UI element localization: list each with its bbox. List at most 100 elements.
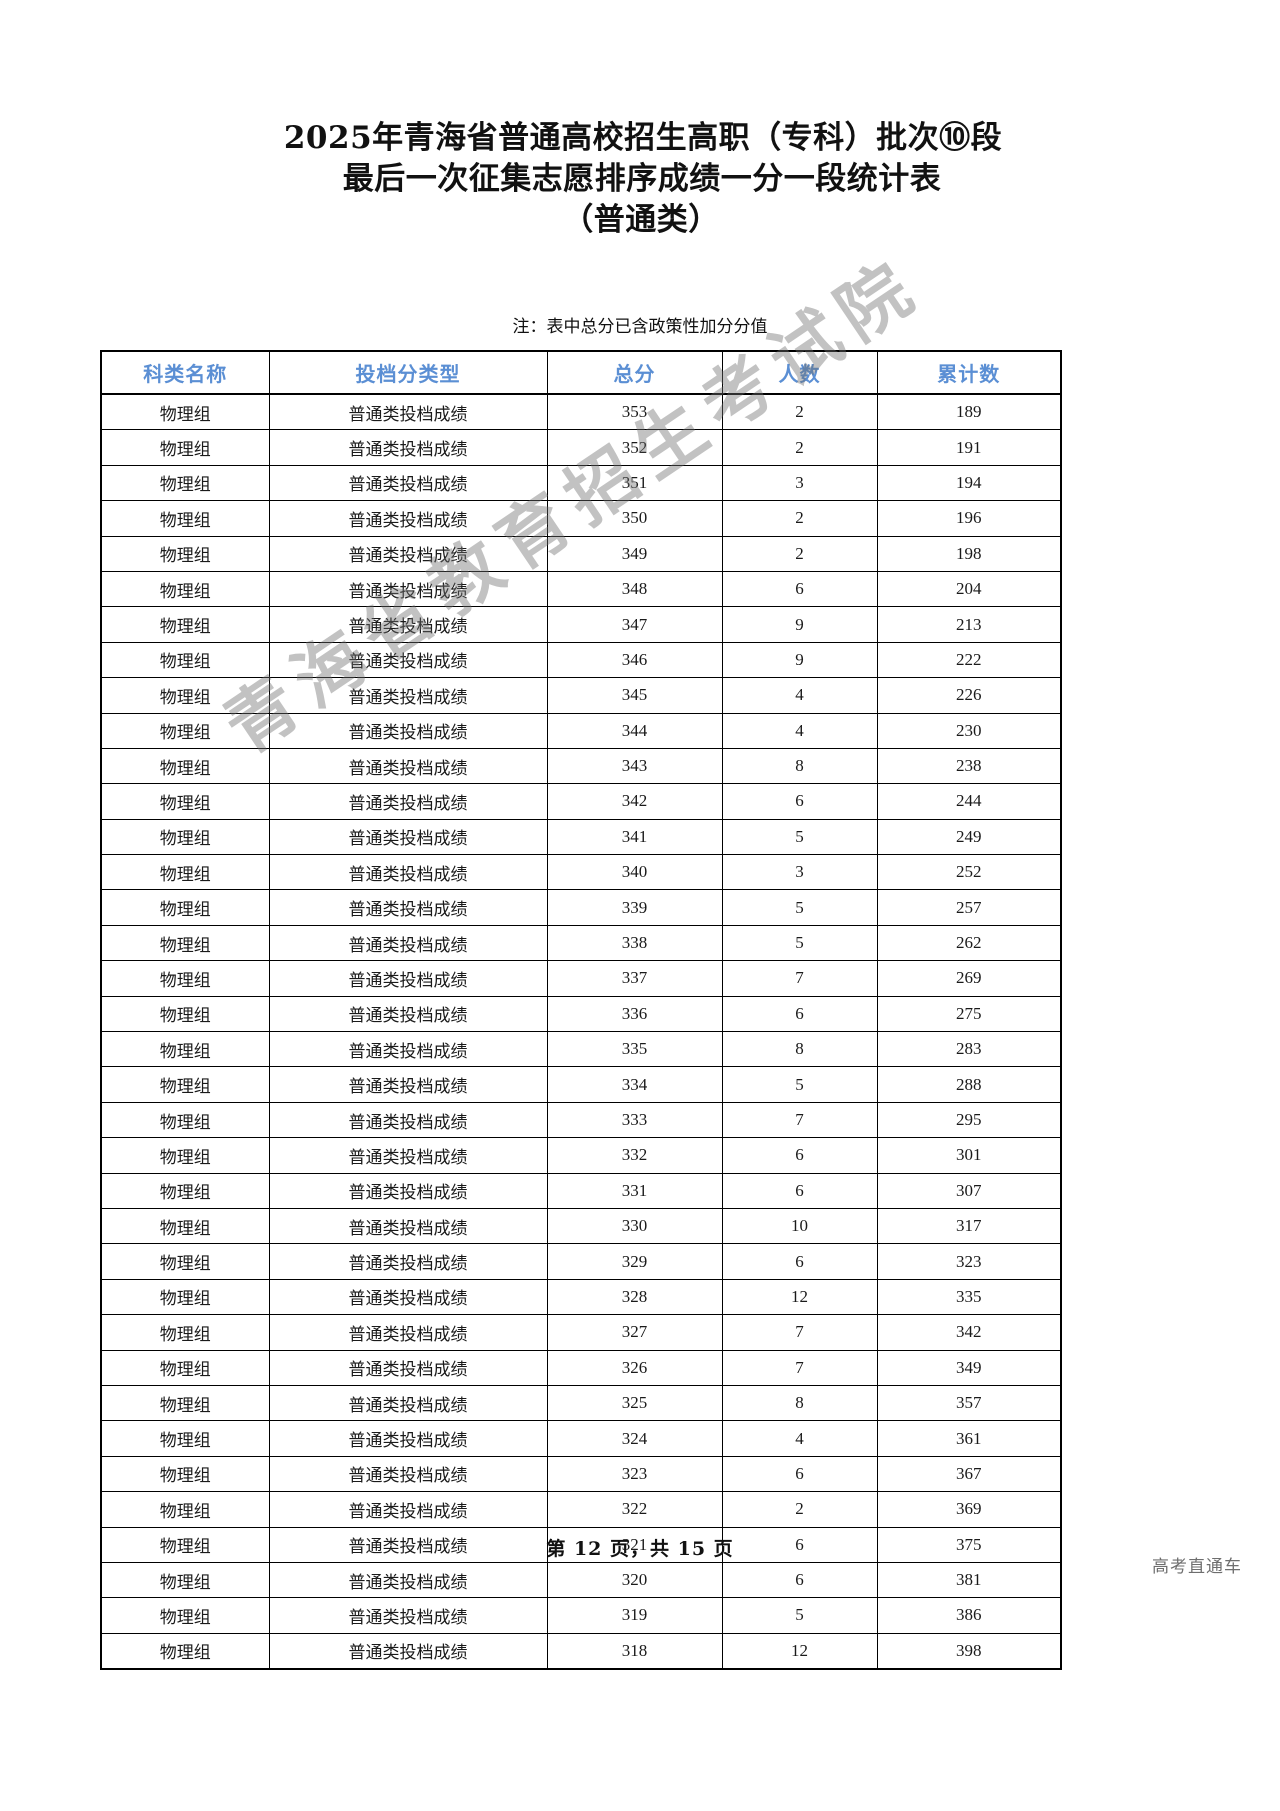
cell-cumulative: 204 <box>876 570 1062 608</box>
table-row: 物理组 普通类投档成绩 335 8 283 <box>100 1031 1062 1068</box>
cell-score-type: 普通类投档成绩 <box>268 570 548 608</box>
table-row: 物理组 普通类投档成绩 344 4 230 <box>100 712 1062 749</box>
cell-total-score: 332 <box>546 1137 723 1174</box>
cell-cumulative: 238 <box>876 747 1062 785</box>
cell-major: 物理组 <box>100 712 270 749</box>
cell-cumulative: 249 <box>876 818 1062 856</box>
column-header-major: 科类名称 <box>100 350 270 395</box>
table-row: 物理组 普通类投档成绩 323 6 367 <box>100 1455 1062 1493</box>
cell-count: 5 <box>721 889 878 926</box>
cell-score-type: 普通类投档成绩 <box>268 1561 548 1599</box>
table-header: 科类名称 投档分类型 总分 人数 累计数 <box>100 350 1062 395</box>
cell-cumulative: 230 <box>876 712 1062 749</box>
cell-count: 7 <box>721 1101 878 1139</box>
cell-cumulative: 213 <box>876 606 1062 643</box>
title-line-3: （普通类） <box>562 202 720 238</box>
column-header-cumulative: 累计数 <box>876 350 1062 395</box>
cell-major: 物理组 <box>100 1455 270 1493</box>
cell-score-type: 普通类投档成绩 <box>268 1491 548 1528</box>
cell-count: 2 <box>721 500 878 537</box>
cell-count: 6 <box>721 1526 878 1563</box>
cell-cumulative: 367 <box>876 1455 1062 1493</box>
cell-total-score: 318 <box>546 1632 723 1671</box>
cell-score-type: 普通类投档成绩 <box>268 924 548 962</box>
title-line-1: 2025年青海省普通高校招生高职（专科）批次⑩段 <box>283 120 1003 156</box>
cell-major: 物理组 <box>100 535 270 572</box>
cell-cumulative: 323 <box>876 1243 1062 1280</box>
cell-total-score: 328 <box>546 1278 723 1316</box>
cell-count: 6 <box>721 1243 878 1280</box>
cell-cumulative: 307 <box>876 1172 1062 1209</box>
cell-cumulative: 288 <box>876 1066 1062 1103</box>
table-row: 物理组 普通类投档成绩 333 7 295 <box>100 1101 1062 1139</box>
cell-major: 物理组 <box>100 606 270 643</box>
table-row: 物理组 普通类投档成绩 324 4 361 <box>100 1420 1062 1457</box>
cell-count: 8 <box>721 1031 878 1068</box>
table-row: 物理组 普通类投档成绩 325 8 357 <box>100 1384 1062 1422</box>
cell-score-type: 普通类投档成绩 <box>268 1243 548 1280</box>
cell-major: 物理组 <box>100 1278 270 1316</box>
table-row: 物理组 普通类投档成绩 349 2 198 <box>100 535 1062 572</box>
cell-major: 物理组 <box>100 1066 270 1103</box>
cell-count: 6 <box>721 783 878 820</box>
cell-total-score: 351 <box>546 464 723 502</box>
cell-total-score: 342 <box>546 783 723 820</box>
cell-score-type: 普通类投档成绩 <box>268 1632 548 1671</box>
cell-cumulative: 262 <box>876 924 1062 962</box>
cell-total-score: 335 <box>546 1031 723 1068</box>
cell-score-type: 普通类投档成绩 <box>268 677 548 714</box>
cell-total-score: 320 <box>546 1561 723 1599</box>
table-row: 物理组 普通类投档成绩 334 5 288 <box>100 1066 1062 1103</box>
cell-total-score: 340 <box>546 854 723 891</box>
cell-major: 物理组 <box>100 1420 270 1457</box>
cell-score-type: 普通类投档成绩 <box>268 1349 548 1386</box>
cell-cumulative: 342 <box>876 1314 1062 1351</box>
table-row: 物理组 普通类投档成绩 342 6 244 <box>100 783 1062 820</box>
cell-score-type: 普通类投档成绩 <box>268 854 548 891</box>
cell-cumulative: 386 <box>876 1597 1062 1634</box>
cell-count: 3 <box>721 464 878 502</box>
cell-major: 物理组 <box>100 1314 270 1351</box>
cell-score-type: 普通类投档成绩 <box>268 995 548 1033</box>
cell-score-type: 普通类投档成绩 <box>268 1137 548 1174</box>
cell-total-score: 347 <box>546 606 723 643</box>
cell-major: 物理组 <box>100 1243 270 1280</box>
cell-cumulative: 295 <box>876 1101 1062 1139</box>
cell-total-score: 336 <box>546 995 723 1033</box>
cell-major: 物理组 <box>100 1384 270 1422</box>
cell-count: 8 <box>721 1384 878 1422</box>
brand-watermark: 高考直通车 <box>1152 1557 1242 1577</box>
statistics-table: 科类名称 投档分类型 总分 人数 累计数 物理组 普通类投档成绩 353 2 189 物理… <box>100 350 1062 1671</box>
cell-total-score: 341 <box>546 818 723 856</box>
cell-score-type: 普通类投档成绩 <box>268 1455 548 1493</box>
cell-score-type: 普通类投档成绩 <box>268 712 548 749</box>
cell-cumulative: 349 <box>876 1349 1062 1386</box>
cell-cumulative: 226 <box>876 677 1062 714</box>
cell-major: 物理组 <box>100 429 270 466</box>
cell-score-type: 普通类投档成绩 <box>268 393 548 431</box>
cell-total-score: 349 <box>546 535 723 572</box>
table-row: 物理组 普通类投档成绩 336 6 275 <box>100 995 1062 1033</box>
cell-count: 7 <box>721 1314 878 1351</box>
table-row: 物理组 普通类投档成绩 318 12 398 <box>100 1632 1062 1671</box>
cell-cumulative: 275 <box>876 995 1062 1033</box>
cell-count: 5 <box>721 1597 878 1634</box>
cell-total-score: 334 <box>546 1066 723 1103</box>
cell-cumulative: 381 <box>876 1561 1062 1599</box>
cell-cumulative: 369 <box>876 1491 1062 1528</box>
cell-major: 物理组 <box>100 783 270 820</box>
cell-score-type: 普通类投档成绩 <box>268 500 548 537</box>
table-row: 物理组 普通类投档成绩 322 2 369 <box>100 1491 1062 1528</box>
cell-count: 3 <box>721 854 878 891</box>
cell-score-type: 普通类投档成绩 <box>268 1207 548 1245</box>
table-row: 物理组 普通类投档成绩 347 9 213 <box>100 606 1062 643</box>
cell-major: 物理组 <box>100 1561 270 1599</box>
table-row: 物理组 普通类投档成绩 326 7 349 <box>100 1349 1062 1386</box>
cell-cumulative: 357 <box>876 1384 1062 1422</box>
cell-total-score: 345 <box>546 677 723 714</box>
cell-total-score: 325 <box>546 1384 723 1422</box>
cell-cumulative: 283 <box>876 1031 1062 1068</box>
cell-major: 物理组 <box>100 747 270 785</box>
table-row: 物理组 普通类投档成绩 321 6 375 <box>100 1526 1062 1563</box>
